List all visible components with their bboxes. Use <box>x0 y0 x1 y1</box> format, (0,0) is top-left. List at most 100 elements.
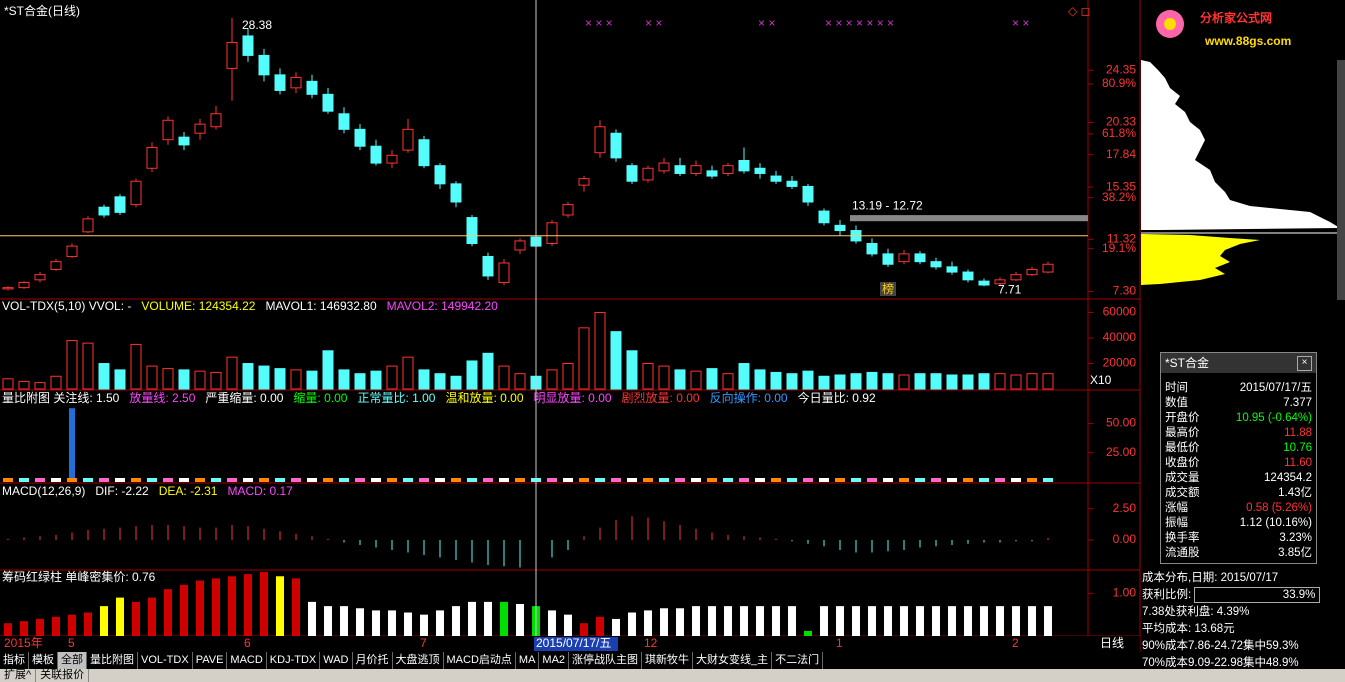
tab[interactable]: 月价托 <box>353 652 393 669</box>
volume-bar <box>274 368 286 390</box>
volume-bar <box>418 369 430 390</box>
tab[interactable]: WAD <box>320 652 353 669</box>
info-value: 0.58 (5.26%) <box>1246 502 1312 514</box>
chip-bar <box>484 601 492 636</box>
volume-bar <box>770 371 782 390</box>
info-value: 7.377 <box>1283 397 1312 409</box>
status-item[interactable]: 关联报价 <box>36 669 90 682</box>
header-item: DEA: -2.31 <box>159 484 218 498</box>
chip-bar <box>516 604 524 636</box>
ratio-base <box>563 478 573 482</box>
volume-bar <box>786 373 798 390</box>
candle-body <box>322 93 334 112</box>
info-row: 最高价 11.88 <box>1161 426 1316 441</box>
volume-bar <box>642 363 654 390</box>
close-button[interactable]: × <box>1297 356 1312 371</box>
info-value: 1.43亿 <box>1278 487 1312 499</box>
date-label: 2015年 <box>4 636 43 650</box>
info-row: 成交量 124354.2 <box>1161 471 1316 486</box>
chip-bar <box>964 606 972 636</box>
chip-bar <box>692 606 700 636</box>
info-key: 开盘价 <box>1165 412 1200 424</box>
chip-bar <box>164 589 172 636</box>
markers: × × × × × × × × × × × × × × × × <box>585 16 1029 30</box>
candle-body <box>306 80 318 95</box>
ratio-base <box>723 478 733 482</box>
chip-bar <box>724 606 732 636</box>
chip-bar <box>196 580 204 636</box>
ratio-base <box>147 478 157 482</box>
range-band <box>850 215 1088 222</box>
tab[interactable]: 琪新牧牛 <box>642 652 694 669</box>
info-value: 3.23% <box>1279 532 1312 544</box>
volume-bar <box>306 370 318 390</box>
tab[interactable]: 模板 <box>29 652 58 669</box>
y-tick-label: 50.00 <box>1106 416 1136 430</box>
tab[interactable]: MA <box>516 652 540 669</box>
ratio-base <box>819 478 829 482</box>
tab[interactable]: VOL-TDX <box>138 652 193 669</box>
tab[interactable]: 量比附图 <box>87 652 138 669</box>
info-value: 3.85亿 <box>1278 547 1312 559</box>
tab[interactable]: 大盘逃顶 <box>393 652 444 669</box>
volume-bar <box>802 370 814 390</box>
date-label: 1 <box>836 636 843 650</box>
volume-bar <box>482 352 494 390</box>
candle-body <box>450 183 462 203</box>
header-item: 温和放量: 0.00 <box>445 390 523 405</box>
y-tick-label: 80.9% <box>1102 76 1136 90</box>
ratio-base <box>707 478 717 482</box>
tab[interactable]: MACD启动点 <box>444 652 516 669</box>
candle-body <box>738 159 750 172</box>
ratio-base <box>739 478 749 482</box>
volume-bar <box>450 375 462 390</box>
header-item: 剧烈放量: 0.00 <box>622 390 700 405</box>
volume-bar <box>354 373 366 390</box>
chip-bar <box>452 606 460 636</box>
status-item[interactable]: 扩展^ <box>0 669 37 682</box>
volume-bar <box>706 368 718 390</box>
tab[interactable]: MA2 <box>539 652 570 669</box>
chip-bar <box>548 610 556 636</box>
tab[interactable]: MACD <box>227 652 267 669</box>
info-row: 最低价 10.76 <box>1161 441 1316 456</box>
candle-body <box>66 245 78 257</box>
info-value: 2015/07/17/五 <box>1239 382 1312 394</box>
tab[interactable]: 大财女变线_主 <box>693 652 773 669</box>
tab[interactable]: PAVE <box>193 652 228 669</box>
svg-text:× ×: × × <box>1012 16 1029 30</box>
ratio-base <box>83 478 93 482</box>
candle-body <box>882 253 894 265</box>
candle-body <box>34 274 46 281</box>
tab-bar: 指标 模板 全部 量比附图 VOL-TDX PAVE MACD KDJ-TDX WAD 月价托 大盘… <box>0 652 1140 669</box>
info-row: 流通股 3.85亿 <box>1161 546 1316 561</box>
volume-bar <box>82 342 94 390</box>
volume-bar <box>594 312 606 390</box>
candle-body <box>162 119 174 141</box>
candle-body <box>82 218 94 233</box>
ratio-base <box>179 478 189 482</box>
ratio-base <box>467 478 477 482</box>
candle-body <box>178 136 190 146</box>
tab[interactable]: 不二法门 <box>772 652 824 669</box>
range-label: 13.19 - 12.72 <box>852 198 923 212</box>
chip-bar <box>564 614 572 636</box>
candle-body <box>2 287 14 290</box>
cost-line: 70%成本9.09-22.98集中48.9% <box>1142 657 1299 669</box>
candle-body <box>562 204 574 216</box>
volume-bar <box>546 369 558 390</box>
tab[interactable]: 全部 <box>58 652 87 669</box>
tab[interactable]: 涨停战队主图 <box>569 652 643 669</box>
volume-bar <box>1042 373 1054 390</box>
candle-body <box>594 126 606 154</box>
tab[interactable]: KDJ-TDX <box>267 652 321 669</box>
info-value: 11.88 <box>1284 427 1312 439</box>
chip-bar <box>772 606 780 636</box>
chip-bar <box>628 612 636 636</box>
volume-bar <box>818 375 830 390</box>
header-item: 正常量比: 1.00 <box>357 391 435 405</box>
info-row: 涨幅 0.58 (5.26%) <box>1161 501 1316 516</box>
tab[interactable]: 指标 <box>0 652 29 669</box>
ratio-base <box>611 478 621 482</box>
icon: ◇ ◻ <box>1068 4 1091 18</box>
